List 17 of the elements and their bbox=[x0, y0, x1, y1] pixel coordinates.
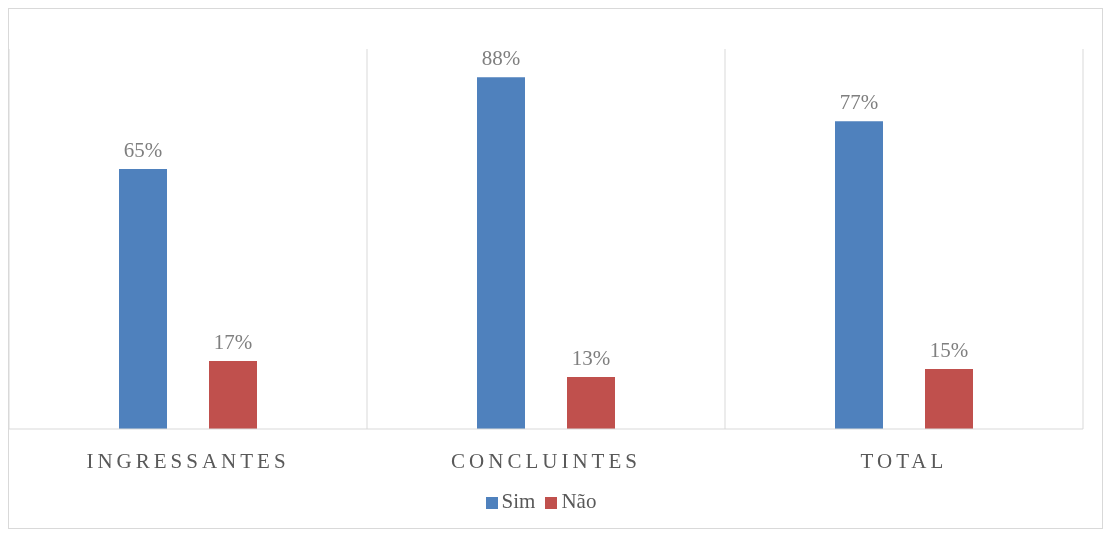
x-tick-label: TOTAL bbox=[860, 448, 948, 473]
data-label: 88% bbox=[481, 46, 521, 71]
bar bbox=[567, 377, 615, 429]
legend-label: Não bbox=[561, 489, 597, 513]
x-tick-label: CONCLUINTES bbox=[451, 448, 641, 473]
data-label: 65% bbox=[123, 138, 163, 163]
x-tick-label: INGRESSANTES bbox=[86, 448, 290, 473]
bar bbox=[925, 369, 973, 429]
data-label: 77% bbox=[839, 90, 879, 115]
data-label: 17% bbox=[213, 330, 253, 355]
data-label: 15% bbox=[929, 338, 969, 363]
data-label: 13% bbox=[571, 346, 611, 371]
bar bbox=[477, 77, 525, 429]
bar bbox=[119, 169, 167, 429]
bar bbox=[835, 121, 883, 429]
legend-label: Sim bbox=[501, 489, 536, 513]
bar bbox=[209, 361, 257, 429]
